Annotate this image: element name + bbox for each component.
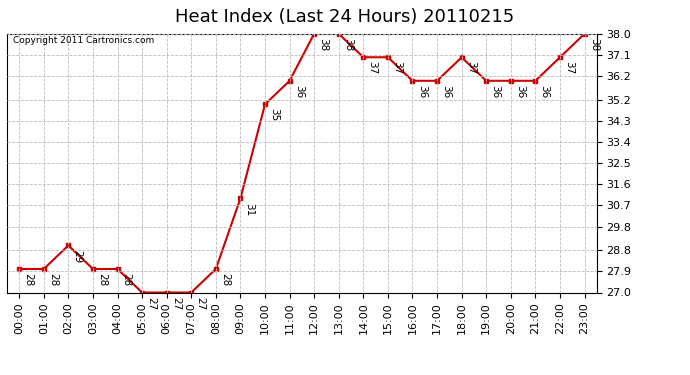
- Text: 28: 28: [121, 273, 132, 286]
- Text: 36: 36: [417, 85, 426, 98]
- Text: 35: 35: [269, 108, 279, 122]
- Text: 36: 36: [540, 85, 549, 98]
- Text: 27: 27: [195, 297, 206, 310]
- Text: 28: 28: [220, 273, 230, 286]
- Text: 38: 38: [343, 38, 353, 51]
- Text: 37: 37: [392, 62, 402, 75]
- Text: 37: 37: [466, 62, 476, 75]
- Text: 36: 36: [294, 85, 304, 98]
- Text: 31: 31: [244, 202, 255, 216]
- Text: 37: 37: [564, 62, 574, 75]
- Text: 37: 37: [368, 62, 377, 75]
- Text: 28: 28: [97, 273, 107, 286]
- Text: 38: 38: [589, 38, 599, 51]
- Text: 38: 38: [318, 38, 328, 51]
- Text: 28: 28: [48, 273, 58, 286]
- Text: 28: 28: [23, 273, 33, 286]
- Text: 36: 36: [491, 85, 500, 98]
- Text: 36: 36: [441, 85, 451, 98]
- Text: 29: 29: [72, 250, 83, 263]
- Text: 27: 27: [171, 297, 181, 310]
- Text: 27: 27: [146, 297, 156, 310]
- Text: Heat Index (Last 24 Hours) 20110215: Heat Index (Last 24 Hours) 20110215: [175, 8, 515, 26]
- Text: 36: 36: [515, 85, 525, 98]
- Text: Copyright 2011 Cartronics.com: Copyright 2011 Cartronics.com: [13, 36, 154, 45]
